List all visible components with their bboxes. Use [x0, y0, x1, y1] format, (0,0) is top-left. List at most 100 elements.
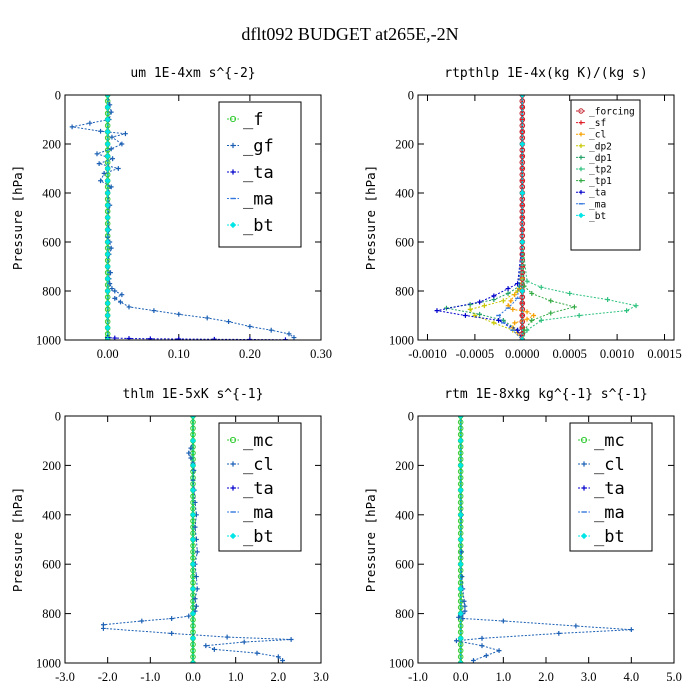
- data-point: [454, 638, 459, 644]
- data-point: [98, 128, 103, 134]
- x-tick-label: -0.0005: [456, 347, 495, 361]
- legend-label: _tp2: [589, 165, 612, 176]
- data-point: [204, 315, 210, 321]
- x-tick-label: 0.30: [310, 347, 332, 361]
- data-point: [186, 450, 192, 456]
- data-point: [194, 549, 200, 555]
- x-tick-label: 0.0: [453, 670, 469, 684]
- legend-label: _f: [243, 110, 263, 130]
- data-point: [481, 303, 487, 309]
- data-point: [247, 324, 253, 329]
- legend-marker: [580, 436, 588, 444]
- data-point: [190, 416, 196, 419]
- legend-marker: [229, 221, 237, 229]
- data-point: [192, 596, 198, 602]
- data-point: [188, 445, 194, 451]
- data-point: [275, 654, 281, 660]
- y-tick-label: 1000: [36, 657, 61, 671]
- plot-frame: [417, 94, 675, 341]
- legend-marker: [230, 461, 236, 467]
- data-point: [112, 288, 118, 294]
- y-tick-label: 600: [42, 236, 61, 250]
- y-tick-label: 600: [42, 558, 61, 572]
- legend-marker: [229, 532, 237, 540]
- data-point: [104, 214, 111, 221]
- data-point: [505, 286, 511, 291]
- data-point: [519, 288, 526, 294]
- data-point: [519, 190, 526, 196]
- data-point: [519, 331, 526, 337]
- legend-label: _bt: [594, 527, 625, 547]
- legend-box: [570, 99, 641, 251]
- data-point: [519, 147, 526, 153]
- data-point: [101, 171, 107, 176]
- data-point: [459, 574, 465, 579]
- data-point: [500, 618, 506, 624]
- data-point: [194, 574, 199, 579]
- legend: _f _gf _ta _ma _bt: [218, 101, 302, 248]
- data-point: [190, 579, 196, 586]
- series-bt: [519, 95, 526, 340]
- data-point: [190, 561, 196, 568]
- data-point: [567, 291, 573, 296]
- data-point: [471, 658, 476, 663]
- y-axis-label: Pressure [hPa]: [363, 487, 378, 592]
- data-point: [104, 147, 111, 153]
- x-tick-label: -3.0: [55, 670, 75, 684]
- x-tick-label: 0.0: [185, 670, 201, 684]
- y-tick-label: 200: [395, 138, 414, 152]
- data-point: [192, 500, 198, 505]
- data-point: [510, 306, 516, 312]
- y-tick-label: 800: [42, 285, 61, 299]
- data-point: [112, 295, 118, 301]
- data-point: [108, 146, 114, 152]
- data-point: [94, 151, 100, 157]
- y-tick-label: 200: [42, 138, 61, 152]
- data-point: [457, 610, 464, 617]
- data-point: [538, 318, 544, 323]
- data-point: [491, 320, 497, 326]
- data-point: [104, 177, 111, 184]
- plot-frame: [64, 415, 322, 664]
- data-point: [104, 300, 111, 307]
- y-tick-label: 600: [395, 236, 414, 250]
- data-point: [190, 493, 196, 500]
- data-point: [203, 643, 209, 649]
- data-point: [457, 493, 464, 500]
- data-point: [463, 313, 468, 318]
- legend-label: _ma: [243, 503, 274, 523]
- data-point: [519, 208, 526, 215]
- data-point: [524, 278, 530, 284]
- x-tick-label: -0.0010: [408, 347, 447, 361]
- series-line: [521, 95, 577, 340]
- legend-marker: [578, 212, 584, 219]
- data-point: [624, 308, 629, 313]
- series-bt: [104, 95, 111, 340]
- x-tick-label: 0.0010: [600, 347, 634, 361]
- legend-marker: [230, 142, 236, 149]
- y-tick-label: 400: [42, 508, 61, 522]
- data-point: [519, 337, 526, 340]
- data-point: [462, 608, 468, 614]
- data-point: [538, 284, 544, 290]
- data-point: [190, 511, 196, 518]
- data-point: [104, 141, 111, 147]
- y-tick-label: 0: [55, 89, 61, 103]
- data-point: [190, 536, 196, 543]
- legend-label: _ma: [243, 190, 274, 210]
- legend-box: [569, 422, 653, 552]
- y-tick-label: 1000: [389, 657, 414, 671]
- data-point: [519, 95, 526, 98]
- x-tick-label: 4.0: [624, 670, 640, 684]
- data-point: [505, 291, 511, 296]
- data-point: [147, 336, 153, 340]
- series-bt: [457, 416, 464, 663]
- data-point: [101, 626, 106, 631]
- data-point: [456, 614, 461, 620]
- data-point: [104, 128, 111, 135]
- data-point: [515, 288, 520, 294]
- plot-panel-1: um 1E-4xm s^{-2} Pressure [hPa] 0.00 0.10 0.…: [10, 66, 332, 361]
- data-point: [457, 416, 464, 419]
- legend-label: _ma: [589, 199, 606, 210]
- data-point: [190, 487, 196, 494]
